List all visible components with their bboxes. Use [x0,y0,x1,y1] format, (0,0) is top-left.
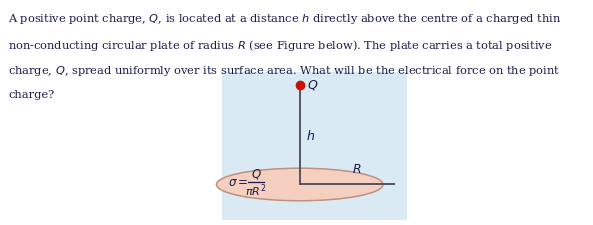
Text: charge?: charge? [8,90,54,100]
Text: $Q$: $Q$ [251,167,262,182]
Text: $h$: $h$ [306,129,315,143]
Text: non-conducting circular plate of radius $R$ (see Figure below). The plate carrie: non-conducting circular plate of radius … [8,38,553,53]
Text: charge, $Q$, spread uniformly over its surface area. What will be the electrical: charge, $Q$, spread uniformly over its s… [8,64,560,78]
Text: $\sigma =$: $\sigma =$ [228,176,248,189]
Bar [222,72,407,220]
Text: $\pi R^2$: $\pi R^2$ [246,182,267,199]
Text: A positive point charge, $Q$, is located at a distance $h$ directly above the ce: A positive point charge, $Q$, is located… [8,12,561,26]
Text: $Q$: $Q$ [307,78,318,92]
Text: $R$: $R$ [352,164,362,176]
Ellipse shape [216,168,383,201]
